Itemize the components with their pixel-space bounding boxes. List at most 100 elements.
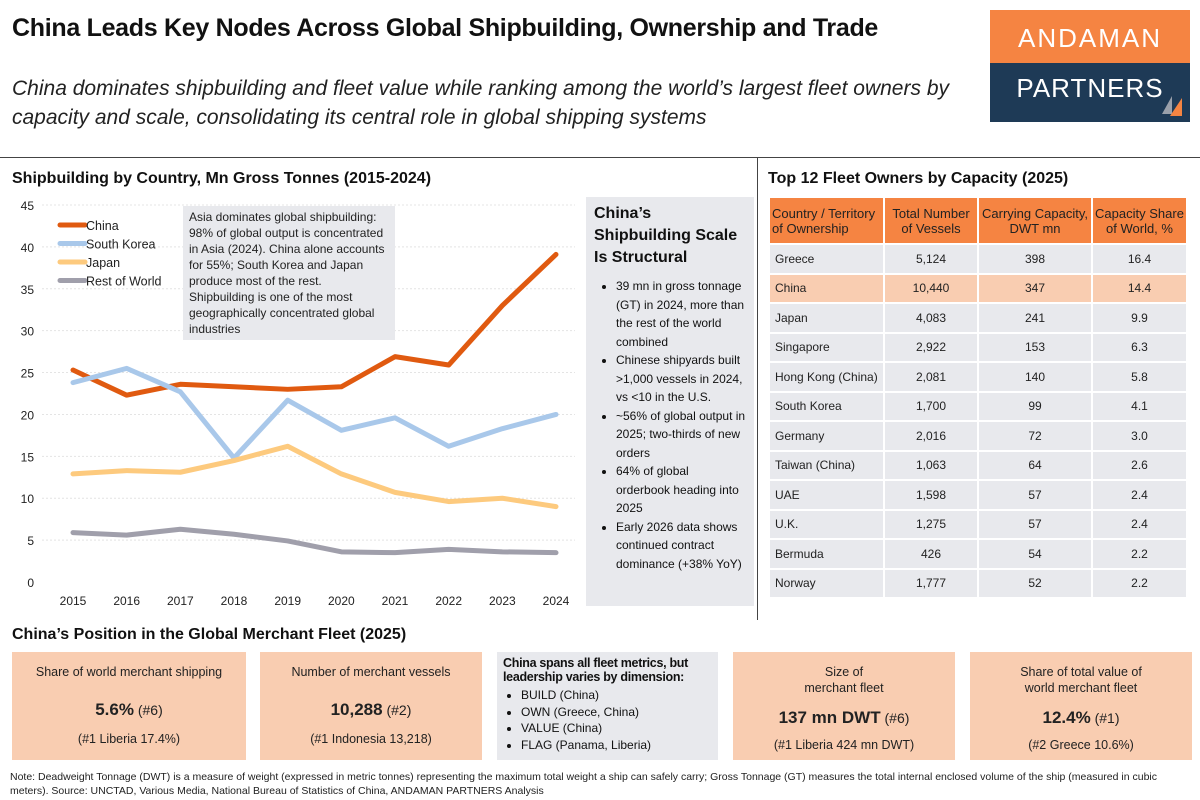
- table-cell: 2.2: [1091, 538, 1188, 570]
- y-tick-label: 20: [21, 408, 35, 422]
- table-row: Bermuda 426 54 2.2: [768, 538, 1188, 570]
- stat-box-vessels: Number of merchant vessels 10,288 (#2) (…: [260, 652, 482, 760]
- stat-rank: (#1): [1094, 710, 1120, 726]
- stat-rank: (#2): [386, 702, 412, 718]
- x-tick-label: 2023: [489, 594, 516, 608]
- table-cell: 72: [977, 420, 1093, 452]
- table-cell: South Korea: [768, 390, 885, 422]
- chart-title: Shipbuilding by Country, Mn Gross Tonnes…: [12, 170, 432, 187]
- table-row: China 10,440 347 14.4: [768, 272, 1188, 304]
- column-header: Carrying Capacity, DWT mn: [977, 196, 1093, 245]
- y-tick-label: 30: [21, 325, 35, 339]
- table-cell: 2.4: [1091, 479, 1188, 511]
- stat-label: Share of world merchant shipping: [35, 665, 223, 679]
- logo: ANDAMAN PARTNERS: [990, 10, 1190, 122]
- table-cell: 99: [977, 390, 1093, 422]
- table-cell: 57: [977, 508, 1093, 540]
- table-cell: 1,777: [883, 567, 979, 599]
- series-line-south-korea: [70, 365, 559, 461]
- table-cell: 1,598: [883, 479, 979, 511]
- metric-item: OWN (Greece, China): [521, 704, 712, 721]
- table-cell: 6.3: [1091, 331, 1188, 363]
- x-tick-label: 2019: [274, 594, 301, 608]
- table-row: South Korea 1,700 99 4.1: [768, 390, 1188, 422]
- table-cell: 241: [977, 302, 1093, 334]
- sail-icon: [1162, 96, 1182, 116]
- table-cell: Greece: [768, 243, 885, 275]
- stat-sub: (#1 Liberia 17.4%): [77, 732, 181, 746]
- table-cell: 4,083: [883, 302, 979, 334]
- table-cell: Hong Kong (China): [768, 361, 885, 393]
- table-cell: 52: [977, 567, 1093, 599]
- side-title: China’s Shipbuilding Scale Is Structural: [594, 205, 738, 266]
- legend-label: Rest of World: [86, 275, 162, 289]
- legend-label: South Korea: [86, 238, 156, 252]
- column-header: Country / Territory of Ownership: [768, 196, 885, 245]
- stat-label: Share of total value of world merchant f…: [1020, 665, 1142, 695]
- table-cell: U.K.: [768, 508, 885, 540]
- table-title: Top 12 Fleet Owners by Capacity (2025): [768, 170, 1069, 187]
- table-cell: 5.8: [1091, 361, 1188, 393]
- table-cell: 398: [977, 243, 1093, 275]
- table-cell: Taiwan (China): [768, 449, 885, 481]
- table-row: U.K. 1,275 57 2.4: [768, 508, 1188, 540]
- table-cell: 140: [977, 361, 1093, 393]
- side-bullet: 64% of global orderbook heading into 202…: [616, 462, 746, 518]
- table-cell: China: [768, 272, 885, 304]
- table-row: Greece 5,124 398 16.4: [768, 243, 1188, 275]
- table-row: Germany 2,016 72 3.0: [768, 420, 1188, 452]
- side-bullet: ~56% of global output in 2025; two-third…: [616, 407, 746, 463]
- line-chart: 0 5 10 15 20 25 30 35 40 45 2015 2016 2017 2018 2019 20…: [21, 199, 575, 608]
- x-tick-label: 2017: [167, 594, 194, 608]
- logo-bottom-text: PARTNERS: [1016, 73, 1164, 103]
- metrics-heading: China spans all fleet metrics, but leade…: [503, 656, 688, 684]
- series-line-china: [70, 251, 559, 398]
- stat-sub: (#2 Greece 10.6%): [1028, 738, 1134, 752]
- x-tick-label: 2021: [382, 594, 409, 608]
- stat-value: 12.4%: [1042, 708, 1091, 727]
- chart-annotation: Asia dominates global shipbuilding: 98% …: [183, 206, 395, 340]
- page-title: China Leads Key Nodes Across Global Ship…: [12, 14, 879, 42]
- x-tick-label: 2016: [113, 594, 140, 608]
- table-cell: 3.0: [1091, 420, 1188, 452]
- stat-label: Number of merchant vessels: [291, 665, 451, 679]
- side-panel: China’s Shipbuilding Scale Is Structural…: [586, 197, 754, 606]
- stat-box-value: Share of total value of world merchant f…: [970, 652, 1192, 760]
- table-cell: 1,063: [883, 449, 979, 481]
- stat-sub: (#1 Liberia 424 mn DWT): [773, 738, 915, 752]
- table-cell: Norway: [768, 567, 885, 599]
- table-cell: 10,440: [883, 272, 979, 304]
- table-cell: 347: [977, 272, 1093, 304]
- x-tick-label: 2020: [328, 594, 355, 608]
- stat-value: 10,288: [330, 700, 383, 719]
- page-subtitle: China dominates shipbuilding and fleet v…: [12, 77, 949, 129]
- divider: [757, 158, 758, 620]
- table-cell: 1,700: [883, 390, 979, 422]
- table-cell: 2,016: [883, 420, 979, 452]
- table-row: Hong Kong (China) 2,081 140 5.8: [768, 361, 1188, 393]
- table-row: Singapore 2,922 153 6.3: [768, 331, 1188, 363]
- side-bullet: 39 mn in gross tonnage (GT) in 2024, mor…: [616, 277, 746, 351]
- stat-box-size: Size of merchant fleet 137 mn DWT (#6) (…: [733, 652, 955, 760]
- table-cell: 9.9: [1091, 302, 1188, 334]
- legend-label: China: [86, 219, 119, 233]
- stat-value: 137 mn DWT: [778, 708, 881, 727]
- table-cell: Singapore: [768, 331, 885, 363]
- table-cell: 14.4: [1091, 272, 1188, 304]
- table-cell: 4.1: [1091, 390, 1188, 422]
- stat-sub: (#1 Indonesia 13,218): [310, 732, 432, 746]
- logo-bottom: PARTNERS: [990, 63, 1190, 122]
- x-tick-label: 2024: [543, 594, 570, 608]
- table-cell: 16.4: [1091, 243, 1188, 275]
- table-cell: Bermuda: [768, 538, 885, 570]
- fleet-metrics-box: China spans all fleet metrics, but leade…: [497, 652, 718, 760]
- logo-top: ANDAMAN: [990, 10, 1190, 63]
- x-tick-label: 2015: [60, 594, 87, 608]
- side-bullet: Chinese shipyards built >1,000 vessels i…: [616, 351, 746, 407]
- metric-item: FLAG (Panama, Liberia): [521, 737, 712, 754]
- column-header: Total Number of Vessels: [883, 196, 979, 245]
- table-cell: 426: [883, 538, 979, 570]
- table-cell: 57: [977, 479, 1093, 511]
- table-row: Japan 4,083 241 9.9: [768, 302, 1188, 334]
- y-tick-label: 40: [21, 241, 35, 255]
